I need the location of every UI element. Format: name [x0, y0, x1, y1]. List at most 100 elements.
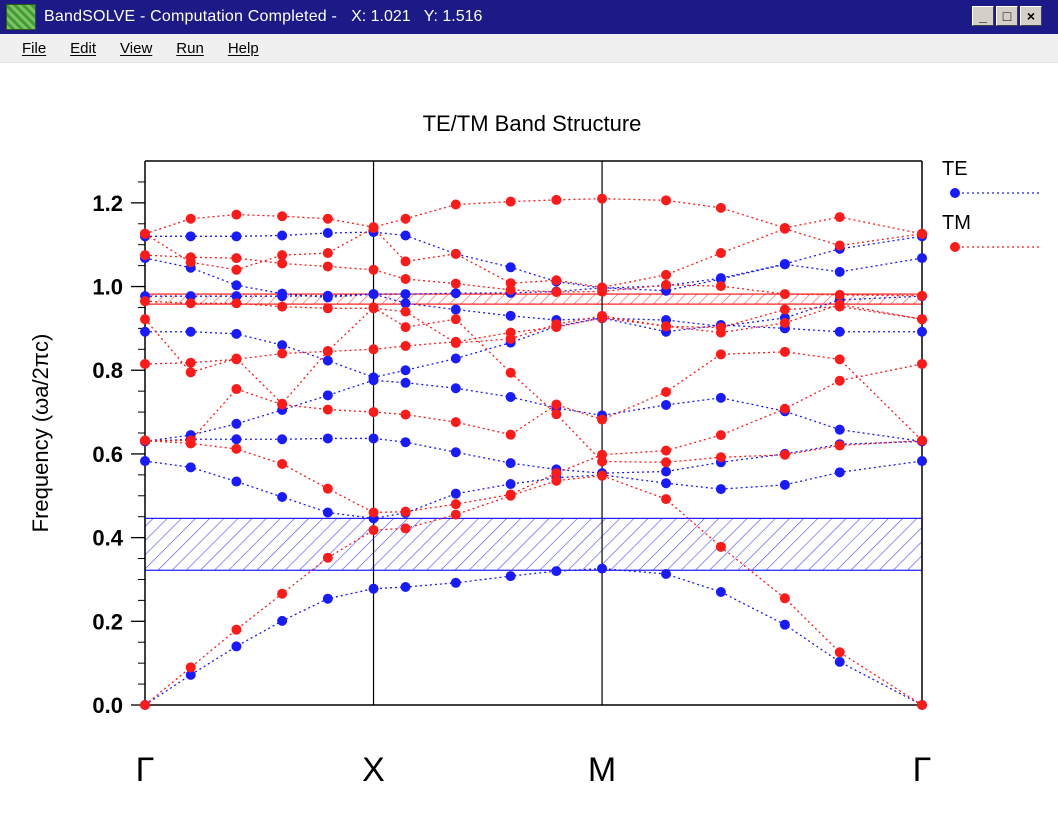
te-data-point: [400, 230, 411, 241]
title-bar[interactable]: BandSOLVE - Computation Completed - X: 1…: [0, 0, 1058, 34]
tm-data-point: [661, 321, 672, 332]
tm-data-point: [185, 257, 196, 268]
te-data-point: [834, 467, 845, 478]
tm-data-point: [277, 348, 288, 359]
tm-data-point: [231, 253, 242, 264]
tm-data-point: [917, 435, 927, 446]
te-band-line-2: [144, 437, 923, 474]
te-data-point: [185, 231, 196, 242]
tm-data-point: [322, 345, 333, 356]
tm-data-point: [779, 317, 790, 328]
tm-data-point: [368, 222, 379, 233]
te-data-point: [400, 365, 411, 376]
tm-data-point: [368, 303, 379, 314]
tm-data-point: [917, 700, 927, 710]
te-data-point: [185, 669, 196, 680]
app-icon[interactable]: [6, 4, 36, 30]
legend-label-tm: TM: [942, 212, 971, 234]
tm-data-point: [551, 194, 562, 205]
tm-data-point: [185, 213, 196, 224]
te-band-line-5: [145, 293, 923, 327]
tm-band-line-1: [144, 363, 923, 514]
tm-data-point: [185, 357, 196, 368]
te-data-point: [231, 328, 242, 339]
te-data-point: [779, 258, 790, 269]
tm-data-point: [277, 458, 288, 469]
tm-data-point: [140, 358, 150, 369]
tm-band-line-5: [144, 300, 923, 344]
tm-data-point: [450, 417, 461, 428]
menu-edit[interactable]: Edit: [70, 39, 97, 57]
menu-file[interactable]: File: [22, 39, 47, 57]
tm-data-point: [231, 209, 242, 220]
te-data-point: [185, 326, 196, 337]
chart-title: TE/TM Band Structure: [423, 111, 642, 136]
tm-data-point: [231, 298, 242, 309]
tm-data-point: [322, 552, 333, 563]
tm-data-point: [551, 409, 562, 420]
legend-marker-te: [950, 188, 960, 198]
tm-data-point: [400, 256, 411, 267]
tm-data-point: [597, 456, 608, 467]
y-tick-label: 0.4: [92, 526, 123, 551]
chart-area[interactable]: TE/TM Band Structure Frequency (ωa/2πc) …: [0, 63, 1058, 814]
tm-data-point: [505, 196, 516, 207]
tm-data-point: [450, 499, 461, 510]
legend-label-te: TE: [942, 158, 968, 180]
tm-band-line-8: [144, 227, 923, 289]
tm-data-point: [917, 314, 927, 325]
tm-data-point: [368, 344, 379, 355]
te-data-point: [322, 227, 333, 238]
te-data-point: [834, 656, 845, 667]
tm-data-point: [450, 248, 461, 259]
tm-data-point: [505, 333, 516, 344]
te-data-point: [277, 492, 288, 503]
tm-data-point: [450, 338, 461, 349]
te-data-point: [322, 292, 333, 303]
minimize-button[interactable]: _: [972, 6, 994, 26]
te-data-point: [231, 280, 242, 291]
tm-data-point: [917, 358, 927, 369]
te-data-point: [277, 615, 288, 626]
tm-data-point: [322, 303, 333, 314]
tm-data-point: [368, 525, 379, 536]
tm-data-point: [779, 403, 790, 414]
close-button[interactable]: ×: [1020, 6, 1042, 26]
tm-data-point: [661, 386, 672, 397]
tm-data-point: [450, 199, 461, 210]
tm-data-point: [400, 409, 411, 420]
tm-data-point: [400, 213, 411, 224]
tm-data-point: [661, 269, 672, 280]
te-data-point: [231, 231, 242, 242]
te-data-point: [322, 433, 333, 444]
tm-data-point: [277, 211, 288, 222]
te-band-gap: [144, 517, 923, 571]
tm-data-point: [715, 202, 726, 213]
tm-data-point: [400, 274, 411, 285]
te-data-point: [551, 566, 562, 577]
menu-help[interactable]: Help: [227, 39, 259, 57]
tm-band-line-4: [144, 306, 923, 463]
te-data-point: [368, 433, 379, 444]
menu-view[interactable]: View: [120, 39, 153, 57]
tm-data-point: [779, 289, 790, 300]
tm-data-point: [551, 275, 562, 286]
te-data-point: [322, 507, 333, 518]
tm-data-point: [185, 298, 196, 309]
te-data-point: [368, 583, 379, 594]
te-data-point: [917, 253, 927, 264]
menu-bar: File Edit View Run Help: [0, 34, 1058, 63]
band-structure-chart[interactable]: TE/TM Band Structure Frequency (ωa/2πc) …: [0, 63, 1058, 814]
tm-data-point: [661, 445, 672, 456]
te-data-point: [779, 479, 790, 490]
te-data-point: [597, 563, 608, 574]
te-data-point: [505, 392, 516, 403]
te-data-point: [277, 434, 288, 445]
te-data-point: [231, 434, 242, 445]
tm-data-point: [400, 322, 411, 333]
legend-marker-tm: [950, 242, 960, 252]
te-data-point: [140, 326, 150, 337]
menu-run[interactable]: Run: [176, 39, 204, 57]
maximize-button[interactable]: □: [996, 6, 1018, 26]
te-data-point: [505, 571, 516, 582]
